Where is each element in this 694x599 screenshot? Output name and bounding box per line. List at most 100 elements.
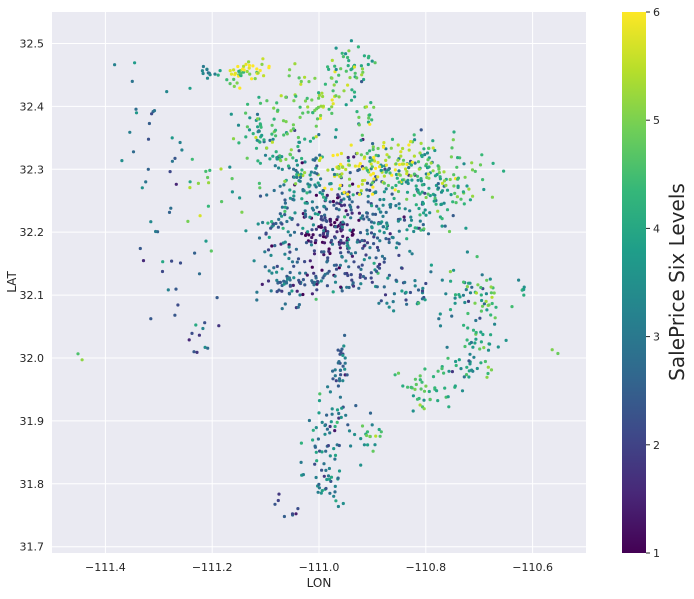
data-point xyxy=(369,276,373,280)
data-point xyxy=(287,292,292,296)
data-point xyxy=(272,266,276,270)
data-point xyxy=(468,281,472,285)
x-tick-label: −110.6 xyxy=(512,561,553,574)
data-point xyxy=(326,256,330,260)
data-point xyxy=(320,192,324,196)
data-point xyxy=(239,71,243,75)
data-point xyxy=(428,397,432,401)
data-point xyxy=(336,476,340,480)
data-point xyxy=(317,411,321,415)
data-point xyxy=(285,219,289,224)
data-point xyxy=(294,182,298,186)
data-point xyxy=(283,179,287,183)
data-point xyxy=(120,159,124,163)
data-point xyxy=(343,272,347,276)
data-point xyxy=(362,54,366,58)
data-point xyxy=(320,489,324,493)
data-point xyxy=(260,133,264,137)
data-point xyxy=(300,156,304,161)
colorbar-tick-label: 3 xyxy=(653,331,660,344)
data-point xyxy=(410,252,414,256)
data-point xyxy=(310,98,314,102)
data-point xyxy=(292,230,297,234)
data-point xyxy=(480,298,484,303)
data-point xyxy=(296,257,301,261)
data-point xyxy=(161,260,165,264)
data-point xyxy=(422,227,426,231)
data-point xyxy=(517,278,521,282)
data-point xyxy=(286,164,291,168)
data-point xyxy=(281,226,285,230)
data-point xyxy=(409,218,414,222)
data-point xyxy=(303,75,307,79)
data-point xyxy=(347,159,351,163)
data-point xyxy=(450,146,454,150)
data-point xyxy=(412,172,416,176)
data-point xyxy=(338,395,342,399)
data-point xyxy=(346,273,350,278)
data-point xyxy=(294,247,298,251)
data-point xyxy=(290,289,294,293)
data-point xyxy=(147,121,151,126)
data-point xyxy=(455,165,459,169)
data-point xyxy=(195,350,199,354)
data-point xyxy=(295,163,299,167)
data-point xyxy=(374,153,378,157)
data-point xyxy=(306,182,310,186)
data-point xyxy=(218,69,222,73)
data-point xyxy=(318,153,322,157)
data-point xyxy=(384,187,388,191)
data-point xyxy=(444,292,448,296)
data-point xyxy=(359,282,363,286)
data-point xyxy=(301,278,305,282)
data-point xyxy=(308,190,312,194)
data-point xyxy=(485,308,489,312)
data-point xyxy=(367,218,371,222)
data-point xyxy=(437,167,441,171)
data-point xyxy=(382,260,386,264)
data-point xyxy=(384,163,388,167)
data-point xyxy=(493,316,497,320)
data-point xyxy=(421,286,425,290)
data-point xyxy=(333,280,338,284)
data-point xyxy=(370,158,374,162)
data-point xyxy=(299,441,303,445)
data-point xyxy=(361,70,365,74)
data-point xyxy=(460,389,465,393)
data-point xyxy=(442,371,446,375)
data-point xyxy=(275,270,279,274)
data-point xyxy=(336,384,340,388)
data-point xyxy=(381,214,385,218)
data-point xyxy=(348,76,352,80)
data-point xyxy=(313,158,317,162)
data-point xyxy=(361,274,365,279)
data-point xyxy=(294,159,298,163)
data-point xyxy=(400,178,405,182)
data-point xyxy=(424,195,428,200)
data-point xyxy=(320,91,324,95)
data-point xyxy=(308,259,312,263)
data-point xyxy=(301,473,305,477)
data-point xyxy=(331,89,335,93)
data-point xyxy=(310,292,314,296)
data-point xyxy=(327,249,331,253)
data-point xyxy=(235,81,239,85)
data-point xyxy=(272,188,276,193)
data-point xyxy=(330,111,334,115)
data-point xyxy=(333,221,337,225)
data-point xyxy=(409,140,413,144)
data-point xyxy=(440,189,445,193)
data-point xyxy=(258,194,263,198)
y-tick-label: 31.9 xyxy=(20,415,45,428)
data-point xyxy=(342,241,346,245)
data-point xyxy=(470,161,474,165)
data-point xyxy=(314,274,318,278)
data-point xyxy=(465,250,469,254)
data-point xyxy=(322,250,326,254)
data-point xyxy=(295,173,299,177)
data-point xyxy=(317,93,321,97)
data-point xyxy=(440,224,444,228)
data-point xyxy=(258,101,263,105)
data-point xyxy=(314,185,318,189)
data-point xyxy=(217,324,221,328)
